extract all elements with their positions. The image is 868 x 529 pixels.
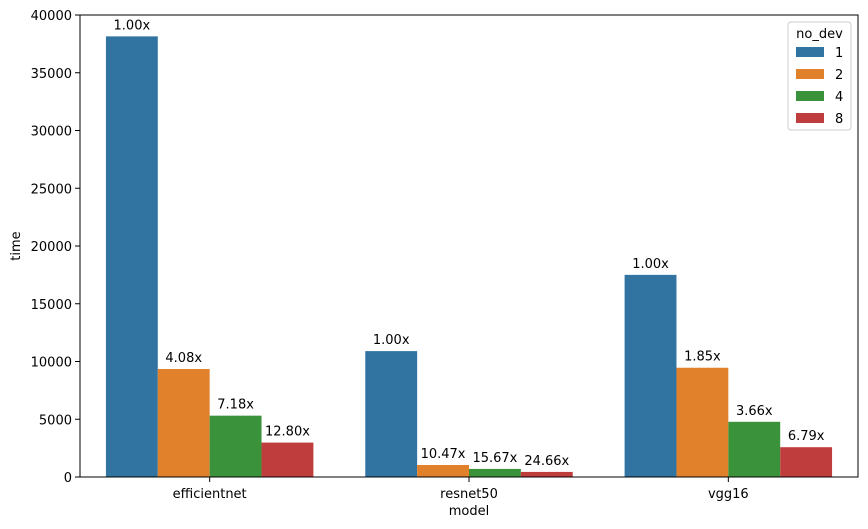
data-label: 3.66x [736,404,773,419]
y-tick-label: 40000 [31,9,72,24]
bar-efficientnet-8 [261,442,314,477]
y-tick-label: 25000 [31,182,72,197]
x-tick-label: vgg16 [708,487,749,502]
data-label: 1.00x [373,333,410,348]
bar-resnet50-4 [469,468,521,477]
bar-efficientnet-1 [105,36,158,478]
legend-entry-label: 1 [835,46,843,61]
plot-frame [79,14,859,478]
data-label: 4.08x [165,351,202,366]
y-axis: 0 5000 10000 15000 20000 25000 30000 35000 40000 [31,9,80,486]
data-label: 6.79x [788,429,825,444]
legend-swatch [796,91,824,101]
x-tick-label: resnet50 [440,487,498,502]
data-label: 1.00x [114,18,151,33]
bar-vgg16-4 [728,421,781,477]
data-label: 24.66x [524,454,569,469]
data-labels-layer: 1.00x 1.00x 1.00x 4.08x 10.47x 1.85x 7.18x 15.6… [114,18,825,469]
data-label: 7.18x [217,398,254,413]
bar-resnet50-8 [520,471,573,477]
data-label: 1.85x [684,350,721,365]
y-tick-label: 0 [64,471,72,486]
bar-efficientnet-4 [209,415,262,477]
data-label: 12.80x [265,425,310,440]
legend-entry-label: 4 [835,90,843,105]
y-tick-label: 10000 [31,356,72,371]
legend-swatch [796,69,824,79]
bar-efficientnet-2 [157,369,210,477]
x-axis: efficientnet resnet50 vgg16 [173,477,749,502]
data-label: 15.67x [472,451,517,466]
legend-swatch [796,113,824,123]
legend-title: no_dev [796,27,843,42]
legend-swatch [796,47,824,57]
y-tick-label: 15000 [31,298,72,313]
x-axis-label: model [449,504,489,519]
y-tick-label: 30000 [31,125,72,140]
data-label: 10.47x [421,447,466,462]
y-tick-label: 35000 [31,67,72,82]
y-tick-label: 20000 [31,240,72,255]
bar-resnet50-2 [417,464,469,477]
bar-vgg16-8 [780,447,833,477]
bars-layer [105,36,833,478]
x-tick-label: efficientnet [173,487,247,502]
data-label: 1.00x [632,257,669,272]
legend-entry-label: 2 [835,68,843,83]
bar-vgg16-1 [624,274,677,477]
bar-vgg16-2 [676,367,729,477]
legend: no_dev 1 2 4 8 [787,21,852,131]
legend-entry-label: 8 [835,112,843,127]
y-axis-label: time [9,231,24,260]
bar-resnet50-1 [365,351,418,477]
y-tick-label: 5000 [39,413,72,428]
